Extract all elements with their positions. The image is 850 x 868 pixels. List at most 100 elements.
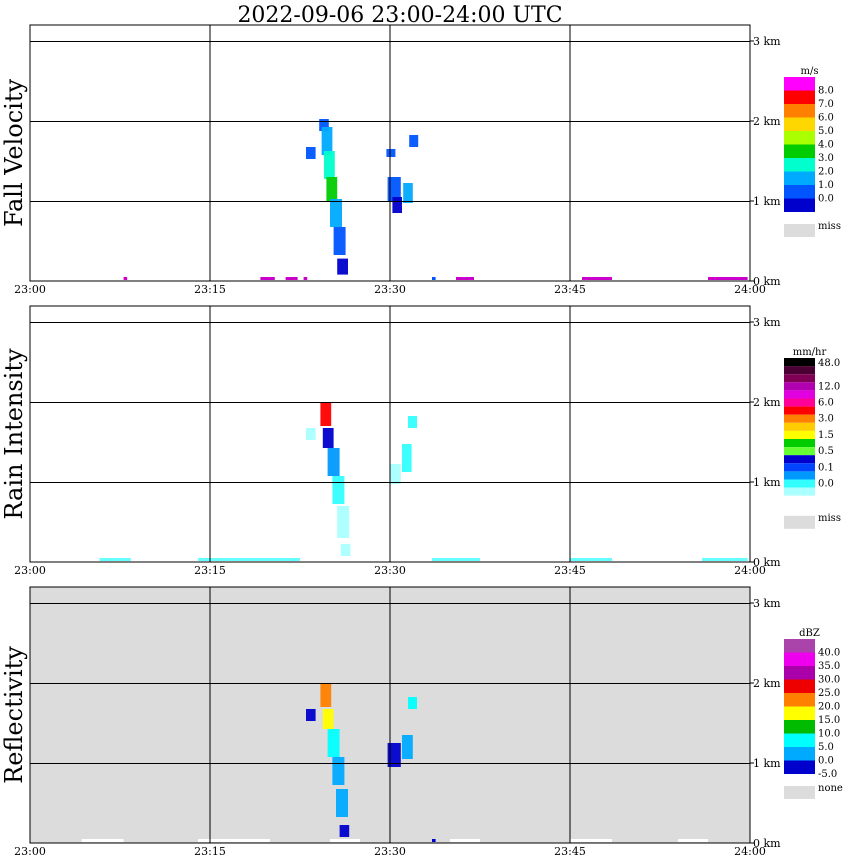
colorbar-swatch [784,414,815,423]
data-cell [327,729,340,757]
surface-echo [432,558,480,561]
y-tick-label: 0 km [753,556,781,569]
colorbar-unit: dBZ [799,628,820,639]
colorbar-label: 25.0 [818,688,840,699]
data-cell [392,197,402,213]
colorbar-swatch [784,447,815,456]
surface-echo [81,839,124,842]
data-cell [321,127,333,155]
x-tick-label: 24:00 [734,564,766,577]
surface-echo [570,558,612,561]
panel-frame [29,586,751,844]
data-cell [326,177,338,201]
colorbar-swatch [784,158,815,172]
x-tick-label: 24:00 [734,845,766,858]
surface-echo [456,277,474,280]
colorbar-label: 8.0 [818,86,834,97]
panel-1 [29,24,815,282]
colorbar-swatch [784,652,815,666]
colorbar-label: 7.0 [818,99,834,110]
x-tick-label: 23:15 [194,845,226,858]
colorbar-label: 3.0 [818,414,834,425]
data-cell [387,743,401,767]
surface-echo [285,277,298,280]
colorbar-swatch [784,666,815,680]
data-cell [320,402,332,426]
colorbar-swatch [784,398,815,407]
x-tick-label: 23:30 [374,845,406,858]
y-tick-label: 3 km [753,597,781,610]
colorbar-swatch [784,760,815,774]
colorbar-swatch [784,382,815,391]
data-cell [333,227,346,255]
surface-echo [123,277,128,280]
colorbar-unit: mm/hr [793,347,827,358]
data-cell [319,119,329,131]
data-cell [306,428,316,440]
surface-echo [198,839,270,842]
panel-3 [29,586,815,844]
colorbar-label: 6.0 [818,398,834,409]
colorbar-missing-label: miss [818,513,841,524]
colorbar-label: -5.0 [818,769,837,780]
colorbar-label: 20.0 [818,702,840,713]
data-cell [390,464,401,484]
surface-echo [570,839,612,842]
colorbar-swatch [784,479,815,488]
colorbar-swatch [784,679,815,693]
y-tick-label: 1 km [753,757,781,770]
x-tick-label: 23:00 [14,845,46,858]
colorbar-label: 1.0 [818,180,834,191]
colorbar-unit: m/s [801,66,819,77]
colorbar-label: 5.0 [818,126,834,137]
surface-echo [330,839,360,842]
x-tick-label: 23:30 [374,564,406,577]
colorbar-label: 40.0 [818,648,840,659]
y-tick-label: 1 km [753,195,781,208]
y-tick-label: 2 km [753,115,781,128]
panel-frame [29,24,751,282]
colorbar-swatch [784,144,815,158]
data-cell [337,506,350,538]
data-cell [332,476,345,504]
x-tick-label: 23:00 [14,564,46,577]
data-cell [306,709,316,721]
colorbar-swatch [784,706,815,720]
surface-echo [450,839,480,842]
surface-echo [260,277,275,280]
data-cell [336,789,348,817]
colorbar-label: 4.0 [818,140,834,151]
surface-echo [708,277,748,280]
chart-title: 2022-09-06 23:00-24:00 UTC [237,3,562,28]
colorbar-swatch [784,455,815,464]
colorbar-swatch [784,104,815,118]
colorbar-swatch [784,422,815,431]
colorbar-label: 0.0 [818,194,834,205]
colorbar-swatch [784,430,815,439]
data-cell [332,757,345,785]
colorbar-swatch [784,90,815,104]
colorbar-swatch [784,639,815,653]
colorbar-missing-swatch [784,224,815,237]
colorbar-label: 0.0 [818,756,834,767]
colorbar-missing-label: miss [818,221,841,232]
surface-echo [432,839,436,842]
data-cell [320,683,332,707]
data-cell [327,448,340,476]
panel-2 [29,305,815,563]
colorbar-swatch [784,77,815,91]
x-tick-label: 23:45 [554,564,586,577]
data-cell [409,135,419,147]
data-cell [402,444,412,472]
data-cell [322,428,334,448]
colorbar-label: 2.0 [818,167,834,178]
colorbar-label: 30.0 [818,675,840,686]
data-cell [306,147,316,159]
colorbar-missing-swatch [784,786,815,799]
surface-echo [99,558,131,561]
x-tick-label: 23:00 [14,283,46,296]
data-cell [330,199,342,227]
x-tick-label: 23:45 [554,283,586,296]
x-tick-label: 23:30 [374,283,406,296]
colorbar-swatch [784,171,815,185]
